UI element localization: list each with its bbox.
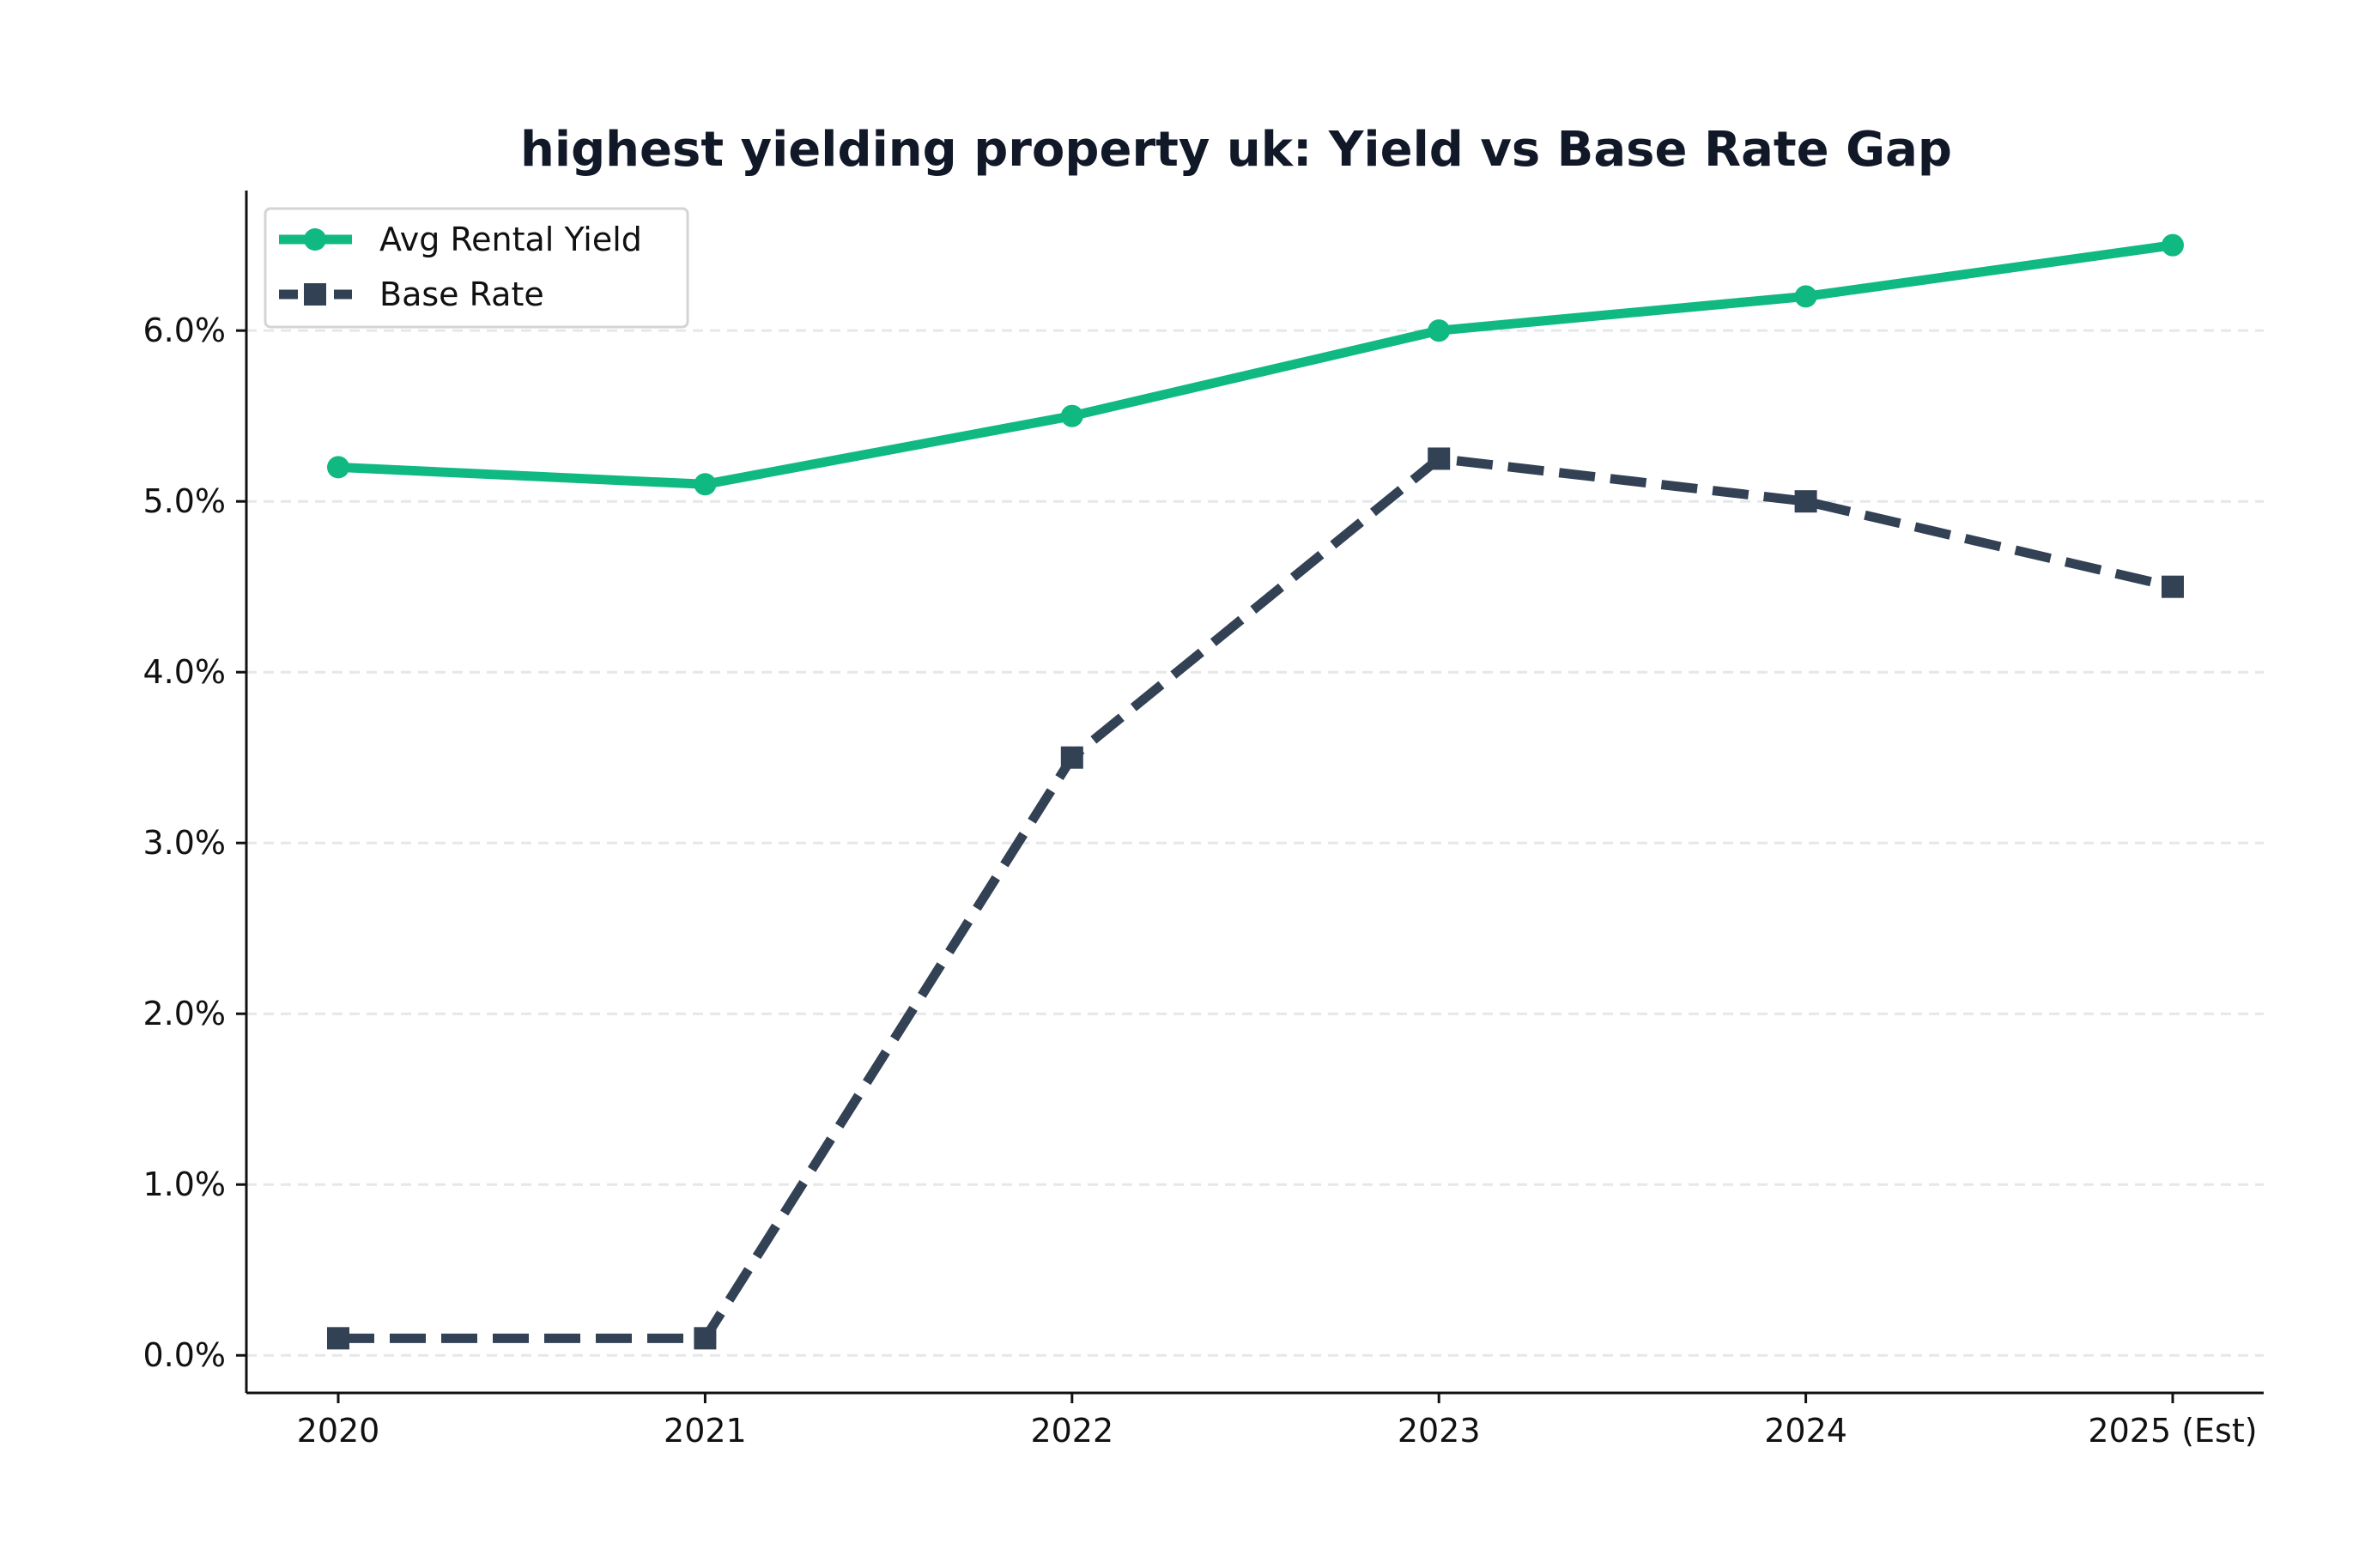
y-tick-label: 1.0% (143, 1165, 226, 1203)
data-point-marker (2162, 575, 2184, 598)
legend-marker (304, 283, 326, 306)
data-point-marker (694, 473, 717, 496)
y-tick-label: 5.0% (143, 482, 226, 520)
data-point-marker (1794, 490, 1817, 513)
series-line (338, 453, 2174, 1343)
series-line (333, 240, 2178, 489)
data-point-marker (327, 1327, 349, 1350)
legend-box (264, 207, 689, 329)
x-tick-label: 2023 (1398, 1412, 1481, 1450)
x-tick-label: 2025 (Est) (2088, 1412, 2257, 1450)
series-avg-rental-yield (327, 233, 2184, 496)
series-base-rate (327, 447, 2184, 1350)
data-point-marker (327, 456, 349, 479)
x-tick-label: 2020 (297, 1412, 380, 1450)
chart-title: highest yielding property uk: Yield vs B… (520, 122, 1952, 178)
legend-marker (304, 228, 326, 251)
x-tick-label: 2024 (1764, 1412, 1847, 1450)
y-tick-label: 0.0% (143, 1336, 226, 1374)
data-point-marker (1794, 285, 1817, 308)
legend-label: Base Rate (379, 275, 544, 313)
data-point-marker (694, 1327, 717, 1350)
series-layer (327, 233, 2184, 1350)
axes: 0.0% 1.0% 2.0% 3.0% 4.0% 5.0% 6.0% 2020 2021 2022… (143, 191, 2264, 1450)
grid-lines (246, 329, 2264, 1357)
x-tick-label: 2021 (664, 1412, 747, 1450)
y-tick-label: 4.0% (143, 653, 226, 691)
legend-label: Avg Rental Yield (379, 221, 642, 258)
x-tick-label: 2022 (1030, 1412, 1113, 1450)
data-point-marker (1060, 746, 1083, 769)
y-tick-label: 2.0% (143, 995, 226, 1032)
legend: Avg Rental Yield Base Rate (264, 207, 689, 329)
data-point-marker (1060, 404, 1083, 427)
data-point-marker (2162, 233, 2184, 257)
data-point-marker (1428, 319, 1451, 342)
y-tick-label: 6.0% (143, 312, 226, 349)
data-point-marker (1428, 447, 1451, 470)
y-tick-label: 3.0% (143, 824, 226, 862)
